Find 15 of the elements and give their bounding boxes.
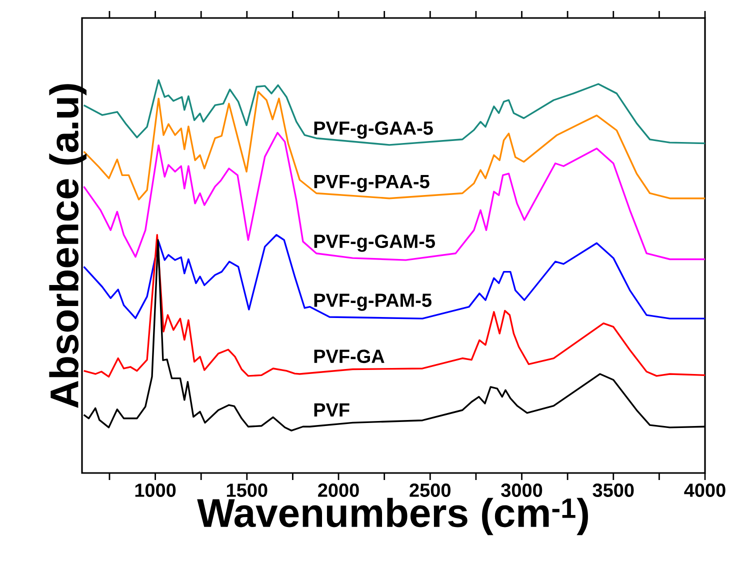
x-tick-label: 3500 bbox=[592, 484, 634, 498]
series-label: PVF-GA bbox=[314, 350, 384, 364]
series-label: PVF-g-PAM-5 bbox=[314, 294, 432, 311]
x-tick-label: 1500 bbox=[226, 484, 268, 497]
series-label: PVF-g-PAA-5 bbox=[314, 175, 430, 192]
x-tick-label: 2500 bbox=[410, 484, 450, 497]
series-label: PVF-g-GAA-5 bbox=[314, 121, 433, 139]
x-tick-label: 2000 bbox=[318, 484, 359, 497]
series-label: PVF-g-GAM-5 bbox=[314, 234, 435, 252]
y-axis-title: Absorbence (a.u) bbox=[49, 84, 86, 408]
x-tick-label: 1000 bbox=[135, 484, 176, 497]
series-label: PVF bbox=[314, 403, 350, 417]
x-tick-label: 4000 bbox=[684, 484, 726, 497]
x-axis-title: Wavenumbers (cm$^{-1}$) bbox=[197, 498, 588, 536]
x-tick-label: 3000 bbox=[501, 484, 542, 498]
